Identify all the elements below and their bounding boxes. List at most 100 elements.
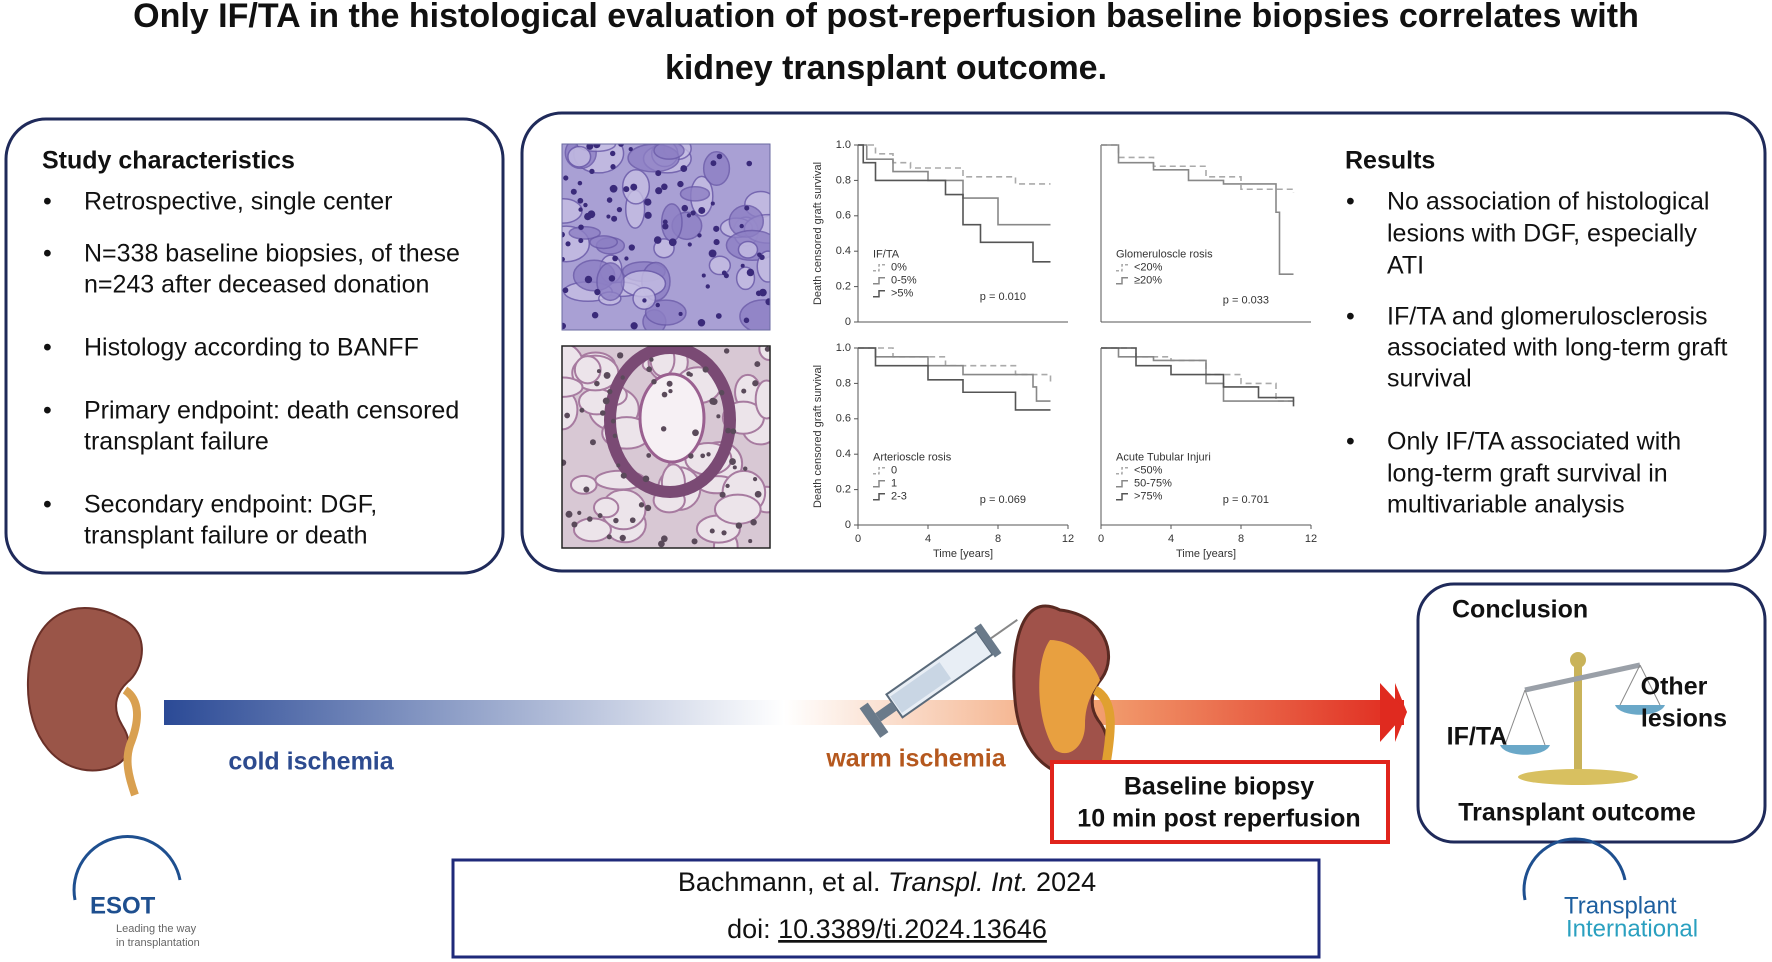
- nucleus: [607, 389, 613, 395]
- nucleus: [765, 298, 770, 306]
- nucleus: [677, 180, 684, 188]
- conclusion-heading: Conclusion: [1452, 596, 1588, 624]
- nucleus: [577, 510, 582, 515]
- x-tick-label: 12: [1062, 533, 1074, 545]
- y-tick-label: 1.0: [836, 139, 851, 151]
- nucleus: [686, 213, 692, 218]
- nucleus: [710, 201, 715, 206]
- tissue-blob: [589, 235, 619, 250]
- nucleus: [628, 244, 635, 251]
- nucleus: [593, 144, 601, 149]
- title-line: kidney transplant outcome.: [665, 49, 1107, 87]
- legend-title: Acute Tubular Injuri: [1116, 452, 1211, 464]
- nucleus: [610, 418, 616, 424]
- bullet-dot: •: [43, 188, 52, 216]
- p-value: p = 0.010: [980, 291, 1026, 303]
- arrow-head: [1380, 683, 1407, 742]
- nucleus: [748, 539, 753, 544]
- km-charts: 0 0.2 0.4 0.6 0.8 1.0 Death censored graft sur…: [812, 139, 1317, 560]
- citation-journal: Transpl. Int.: [888, 867, 1029, 897]
- nucleus: [705, 284, 710, 289]
- timeline-arrow: [164, 700, 1404, 725]
- nucleus: [623, 186, 630, 193]
- nucleus: [708, 249, 717, 258]
- citation-line: doi: 10.3389/ti.2024.13646: [727, 914, 1047, 944]
- doi-link[interactable]: 10.3389/ti.2024.13646: [778, 914, 1047, 944]
- nucleus: [752, 476, 758, 482]
- nucleus: [743, 317, 750, 324]
- nucleus: [562, 231, 565, 238]
- nucleus: [594, 380, 600, 387]
- nucleus: [579, 407, 585, 413]
- nucleus: [562, 257, 565, 262]
- y-axis-label: Death censored graft survival: [812, 162, 824, 305]
- histology-image: [562, 346, 770, 548]
- nucleus: [562, 287, 569, 294]
- y-tick-label: 1.0: [836, 342, 851, 354]
- nucleus: [620, 375, 625, 380]
- nucleus: [706, 452, 711, 457]
- nucleus: [562, 322, 567, 330]
- nucleus: [661, 535, 668, 543]
- p-value: p = 0.033: [1223, 295, 1269, 307]
- nucleus: [741, 388, 747, 394]
- tissue-blob: [679, 186, 711, 202]
- nucleus: [642, 298, 647, 303]
- km-curve: [1101, 347, 1294, 402]
- nucleus: [660, 426, 667, 432]
- nucleus: [611, 215, 618, 222]
- km-curve: [858, 144, 1051, 263]
- vessel-lumen: [638, 372, 706, 464]
- esot-name: ESOT: [90, 892, 156, 919]
- esot-tagline: Leading the way: [116, 923, 197, 935]
- ti-name: International: [1566, 915, 1698, 942]
- nucleus: [609, 184, 618, 193]
- nucleus: [754, 361, 761, 368]
- nucleus: [591, 311, 599, 319]
- nucleus: [619, 534, 626, 542]
- citation-year: 2024: [1029, 867, 1097, 897]
- ti-logo: Transplant International: [1522, 837, 1698, 942]
- conclusion-right: Other: [1641, 673, 1708, 701]
- citation-authors: Bachmann, et al.: [678, 867, 888, 897]
- tissue-blob: [593, 496, 620, 519]
- nucleus: [715, 313, 722, 319]
- nucleus: [721, 270, 727, 276]
- nucleus: [697, 233, 702, 238]
- nucleus: [629, 517, 636, 524]
- nucleus: [609, 150, 616, 157]
- y-tick-label: 0.8: [836, 377, 851, 389]
- nucleus: [616, 463, 621, 468]
- legend-title: Glomeruloscle rosis: [1116, 249, 1213, 261]
- nucleus: [620, 472, 627, 479]
- nucleus: [651, 378, 657, 385]
- nucleus: [730, 428, 737, 435]
- nucleus: [565, 241, 571, 247]
- nucleus: [688, 453, 694, 459]
- nucleus: [653, 236, 662, 244]
- x-tick-label: 8: [1238, 533, 1244, 545]
- legend-swatch: [1116, 466, 1128, 475]
- nucleus: [587, 516, 593, 522]
- citation-box: [451, 858, 1321, 959]
- y-tick-label: 0.6: [836, 210, 851, 222]
- nucleus: [690, 210, 696, 216]
- tissue-blob: [568, 226, 601, 240]
- nucleus: [668, 388, 673, 394]
- nucleus: [612, 433, 618, 439]
- tissue-blob: [572, 517, 612, 543]
- results-heading: Results: [1345, 147, 1435, 175]
- nucleus: [661, 183, 668, 191]
- nucleus: [713, 239, 720, 246]
- km-curve: [1101, 144, 1294, 276]
- nucleus: [630, 183, 638, 191]
- tissue-blob: [653, 144, 685, 160]
- x-tick-label: 4: [925, 533, 931, 545]
- histology-image: [562, 144, 770, 330]
- p-value: p = 0.701: [1223, 494, 1269, 506]
- km-curve: [1101, 347, 1295, 407]
- nucleus: [563, 175, 569, 181]
- nucleus: [743, 466, 748, 471]
- bullet-text: No association of histological: [1387, 188, 1709, 216]
- kidney-icon: [1012, 604, 1115, 777]
